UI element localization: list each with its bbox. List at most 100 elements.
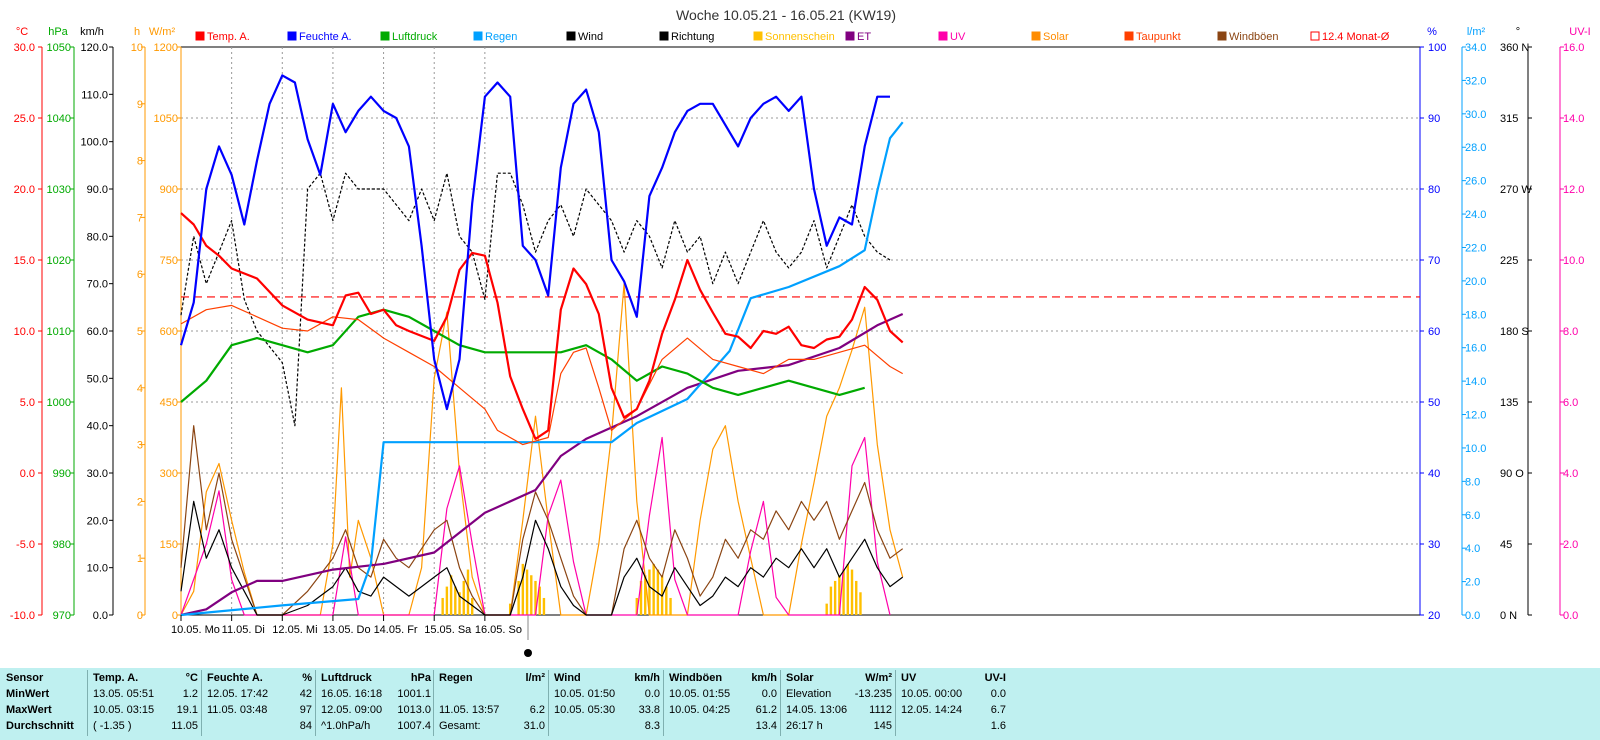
stats-cell: Elevation [786, 688, 832, 700]
wind-tick-label: 10.0 [87, 563, 108, 575]
hum-tick-label: 20 [1428, 610, 1440, 622]
stats-value: 13.4 [755, 720, 777, 732]
legend-swatch [473, 31, 483, 41]
rain-tick-label: 8.0 [1465, 476, 1480, 488]
stats-cell: 10.05. 03:15 [93, 704, 155, 716]
rain-tick-label: 14.0 [1465, 376, 1486, 388]
series-regen [180, 121, 904, 617]
uv-tick-label: 14.0 [1563, 113, 1584, 125]
stats-unit: km/h [634, 672, 660, 684]
sunshine-bar [850, 569, 854, 615]
plot-area [179, 74, 1420, 617]
stats-cell: 11.05. 03:48 [207, 704, 268, 716]
sunshine-bar [462, 580, 465, 615]
stats-cell: ^1.0hPa/h [321, 720, 371, 732]
uv-tick-label: 10.0 [1563, 255, 1584, 267]
hum-tick-label: 60 [1428, 326, 1440, 338]
uv-tick-label: 8.0 [1563, 326, 1578, 338]
hum-tick-label: 30 [1428, 539, 1440, 551]
rain-tick-label: 2.0 [1465, 577, 1480, 589]
stats-value: 42 [299, 688, 312, 700]
stats-cell: Durchschnitt [6, 720, 74, 732]
stats-header: Sensor [6, 672, 44, 684]
stats-cell: 16.05. 16:18 [321, 688, 383, 700]
rain-tick-label: 16.0 [1465, 343, 1486, 355]
solar-tick-label: 600 [160, 326, 178, 338]
sunshine-bar [454, 586, 457, 615]
x-tick-label: 16.05. So [475, 624, 522, 636]
temp-tick-label: 10.0 [14, 326, 35, 338]
legend-label: Regen [485, 31, 517, 43]
sunshine-bar [842, 569, 845, 615]
sunshine-bar [635, 597, 638, 615]
stats-value: 1.2 [182, 688, 198, 700]
stats-group: Regen l/m² 11.05. 13:57 6.2 Gesamt: 31.0 [439, 672, 545, 736]
stats-cell: 13.05. 05:51 [93, 688, 155, 700]
temp-tick-label: 25.0 [14, 113, 35, 125]
solar-tick-label: 450 [160, 397, 178, 409]
x-tick-label: 13.05. Do [323, 624, 371, 636]
sunshine-bar [859, 592, 862, 615]
temp-tick-label: 5.0 [20, 397, 35, 409]
stats-unit: l/m² [525, 672, 545, 684]
legend-swatch [1124, 31, 1134, 41]
series-feuchte-a [179, 74, 890, 411]
stats-cell: 12.05. 17:42 [207, 688, 269, 700]
chart-title: Woche 10.05.21 - 16.05.21 (KW19) [676, 7, 896, 23]
stats-value: 145 [873, 720, 892, 732]
wind-unit-label: km/h [80, 26, 104, 38]
wind-tick-label: 0.0 [93, 610, 108, 622]
uv-tick-label: 0.0 [1563, 610, 1578, 622]
legend-swatch [380, 31, 390, 41]
stats-value: 61.2 [755, 704, 777, 716]
x-tick-label: 12.05. Mi [272, 624, 317, 636]
dir-tick-label: 225 [1500, 255, 1518, 267]
sunshine-bar [466, 569, 470, 615]
legend-label: Taupunkt [1136, 31, 1181, 43]
temp-tick-label: 30.0 [14, 42, 35, 54]
legend-swatch [938, 31, 948, 41]
legend-swatch [566, 31, 576, 41]
series-wind [180, 500, 904, 616]
stats-unit: UV-I [984, 672, 1006, 684]
sunshine-bar [855, 580, 858, 615]
hours-tick-label: 5 [137, 326, 143, 338]
rain-tick-label: 34.0 [1465, 42, 1486, 54]
stats-unit: W/m² [865, 672, 892, 684]
stats-cell: MinWert [6, 688, 50, 700]
stats-separator [315, 670, 316, 736]
stats-header: Solar [786, 672, 814, 684]
stats-value: 19.1 [176, 704, 198, 716]
press-tick-label: 1000 [47, 397, 71, 409]
legend-swatch [1217, 31, 1227, 41]
stats-value: 1.6 [990, 720, 1006, 732]
stats-value: 31.0 [523, 720, 545, 732]
stats-group: Luftdruck hPa 16.05. 16:18 1001.1 12.05. 09:… [321, 672, 431, 736]
press-tick-label: 990 [53, 468, 71, 480]
hum-tick-label: 40 [1428, 468, 1440, 480]
sunshine-bar [441, 597, 444, 615]
series-richtung [180, 172, 891, 427]
stats-value: 1007.4 [397, 720, 431, 732]
sunshine-bar [838, 575, 841, 615]
hours-tick-label: 3 [137, 440, 143, 452]
series-uv [180, 436, 891, 616]
stats-cell: 12.05. 09:00 [321, 704, 383, 716]
sunshine-bar [534, 580, 537, 615]
press-tick-label: 1020 [47, 255, 71, 267]
rain-tick-label: 30.0 [1465, 109, 1486, 121]
rain-tick-label: 22.0 [1465, 242, 1486, 254]
sunshine-bar [508, 603, 512, 615]
hours-tick-label: 6 [137, 269, 143, 281]
stats-group: Solar W/m² Elevation -13.235 14.05. 13:06 111… [786, 672, 892, 736]
sunshine-bar [525, 569, 529, 615]
legend-label: Solar [1043, 31, 1069, 43]
series-taupunkt [180, 304, 903, 446]
stats-separator [87, 670, 88, 736]
legend-label: Feuchte A. [299, 31, 352, 43]
hum-tick-label: 50 [1428, 397, 1440, 409]
hours-tick-label: 8 [137, 156, 143, 168]
legend-label: Windböen [1229, 31, 1279, 43]
sunshine-bar [648, 569, 651, 615]
uv-tick-label: 6.0 [1563, 397, 1578, 409]
